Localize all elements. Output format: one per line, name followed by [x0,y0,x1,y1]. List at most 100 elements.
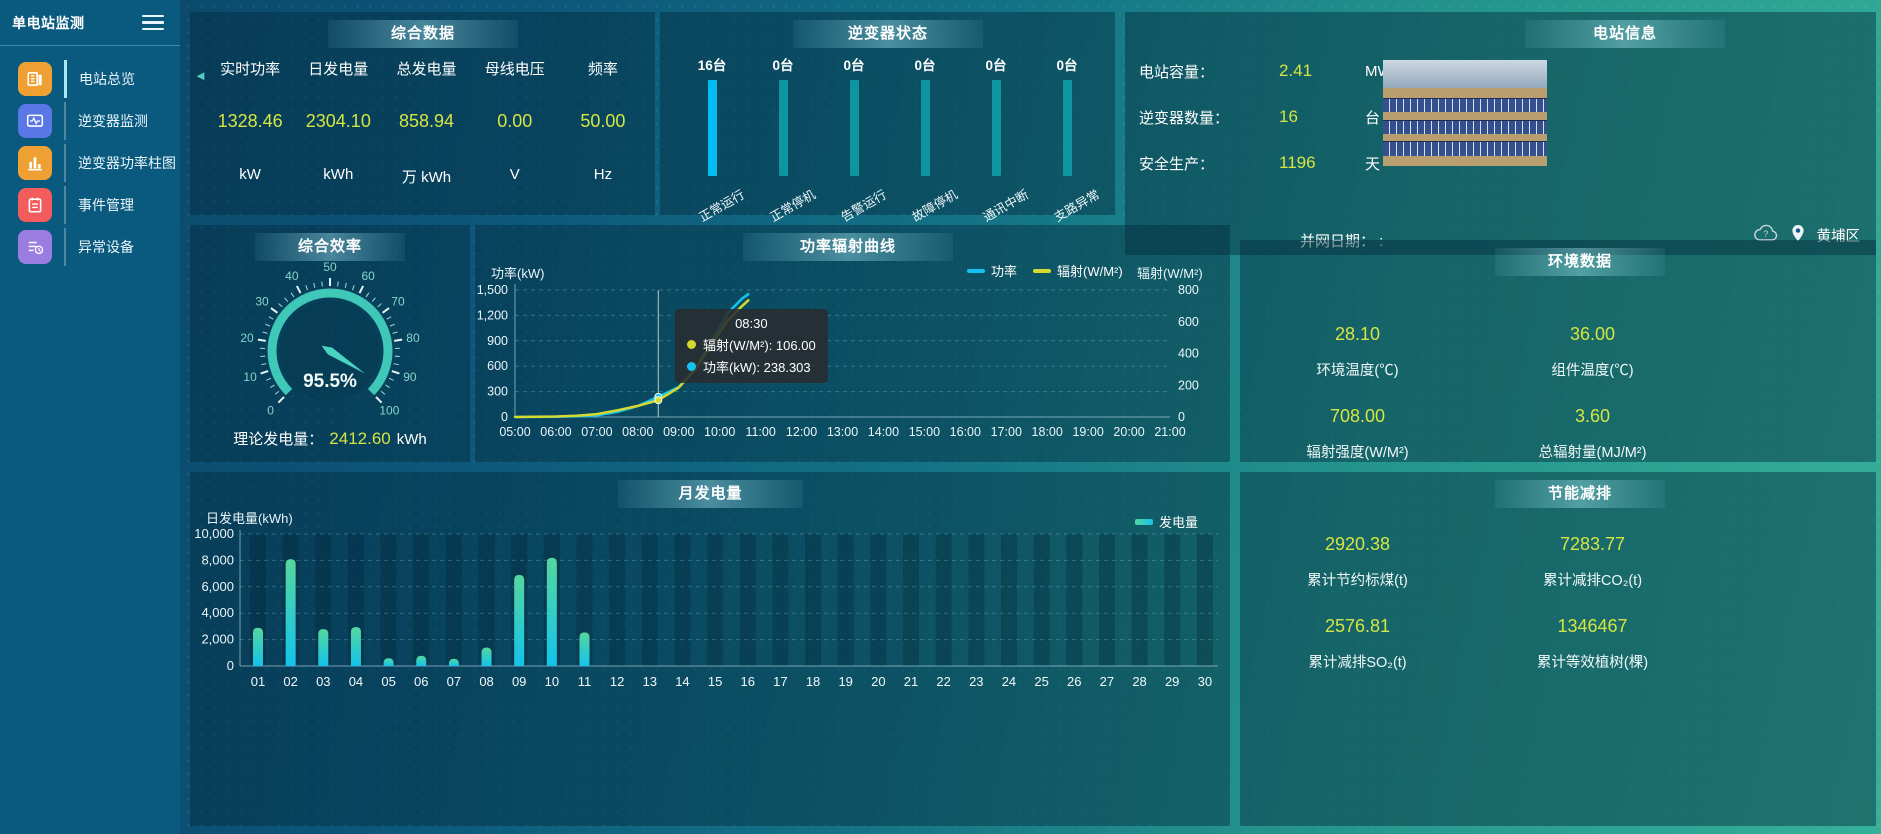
svg-text:04: 04 [349,674,363,689]
station-photo [1383,60,1547,166]
stat-label: 累计等效植树(棵) [1536,655,1649,671]
svg-text:0: 0 [1178,410,1185,424]
sidebar-item-label: 异常设备 [78,239,134,255]
theory-value: 2412.60 [329,429,391,448]
svg-text:10:00: 10:00 [704,425,735,439]
svg-text:?: ? [1763,229,1768,239]
sidebar-header: 单电站监测 [0,0,180,46]
station-info-unit: 天 [1365,155,1381,173]
stat-label: 累计减排SO₂(t) [1308,655,1407,671]
inverter-status-item[interactable]: 0台 支路异常 [1035,54,1102,225]
summary-metric: 母线电压 0.00 V [471,58,559,187]
metric-value: 50.00 [580,111,626,131]
svg-text:20: 20 [240,331,254,345]
power-radiation-chart[interactable]: 0 300 600 900 1,200 1,500 0 200 400 600 800 05:00 06… [475,277,1230,457]
summary-metrics: 实时功率 1328.46 kW 日发电量 2304.10 kWh 总发电量 858.94 万 k… [190,12,655,187]
panel-title: 环境数据 [1495,248,1665,276]
svg-text:09: 09 [512,674,526,689]
inverter-bar [707,80,717,176]
stat-label: 辐射强度(W/M²) [1306,445,1409,461]
inverter-status-item[interactable]: 0台告警运行 [822,54,889,225]
curve-legend: 功率 辐射(W/M²) [967,261,1123,280]
menu-item-indicator [64,186,66,224]
energy-saving-panel: 节能减排 2920.38 累计节约标煤(t) 7283.77 累计减排CO₂(t) 25… [1240,472,1876,826]
tooltip-row: 功率(kW): 238.303 [687,357,816,376]
panel-title: 电站信息 [1525,20,1725,48]
svg-text:17: 17 [773,674,787,689]
svg-text:22: 22 [936,674,950,689]
legend-item-power[interactable]: 功率 [967,261,1017,280]
inverter-status-item[interactable]: 0台 正常停机 [751,54,818,225]
svg-text:28: 28 [1132,674,1146,689]
inverter-label-wrap: 通讯中断 [964,176,1031,224]
panel-title: 节能减排 [1495,480,1665,508]
inverter-status-item[interactable]: 0台 故障停机 [893,54,960,225]
panel-title: 月发电量 [618,480,803,508]
metric-unit: kWh [323,166,354,183]
svg-text:10,000: 10,000 [194,526,234,541]
efficiency-gauge[interactable]: 0 10 20 30 40 50 60 70 80 90 100 95.5% [190,259,470,427]
svg-text:13: 13 [643,674,657,689]
menu-toggle-icon[interactable] [142,11,164,35]
inverter-status-item[interactable]: 16台 正常运行 [680,54,747,225]
saving-cell: 2576.81 累计减排SO₂(t) [1240,616,1475,672]
inverter-status-item[interactable]: 0台 通讯中断 [964,54,1031,225]
svg-text:19:00: 19:00 [1072,425,1103,439]
metric-label: 日发电量 [308,61,369,78]
svg-text:60: 60 [361,269,375,283]
svg-text:03: 03 [316,674,330,689]
sidebar-item[interactable]: 异常设备 [18,228,180,266]
station-info-unit: 台 [1365,109,1381,127]
sidebar-item[interactable]: 电站总览 [18,60,180,98]
legend-item-generation[interactable]: 发电量 [1135,512,1198,531]
sidebar-item[interactable]: 事件管理 [18,186,180,224]
tooltip-text: 辐射(W/M²): 106.00 [703,338,816,353]
monthly-generation-chart[interactable]: 0 2,000 4,000 6,000 8,000 10,000 01 02 03 04 05 06 0… [190,524,1230,714]
environment-cell: 708.00 辐射强度(W/M²) [1240,406,1475,462]
inverter-bar [991,80,1001,176]
svg-text:600: 600 [487,359,508,373]
inverter-status-label: 支路异常 [1051,187,1102,225]
metric-unit: V [509,166,520,183]
svg-text:10: 10 [545,674,559,689]
event-manage-icon [18,188,52,222]
panel-title: 综合效率 [255,233,405,261]
bar-legend: 发电量 [1135,512,1198,531]
saving-grid: 2920.38 累计节约标煤(t) 7283.77 累计减排CO₂(t) 2576.81… [1240,534,1710,672]
station-info-panel: 电站信息 电站容量： 2.41 MW 逆变器数量： 16 台安全生产： 1196 天 并网日期… [1125,12,1876,255]
svg-text:12: 12 [610,674,624,689]
summary-panel: 综合数据 ◄ 实时功率 1328.46 kW 日发电量 2304.10 kWh 总发电量 85… [190,12,655,215]
stat-label: 环境温度(℃) [1316,363,1399,379]
panel-title: 功率辐射曲线 [743,233,953,261]
svg-text:25: 25 [1034,674,1048,689]
stat-label: 总辐射量(MJ/M²) [1538,445,1647,461]
inverter-status-label: 告警运行 [838,187,889,225]
menu-item-indicator [64,60,67,98]
svg-text:13:00: 13:00 [827,425,858,439]
inverter-status-bars[interactable]: 16台 正常运行 0台 正常停机 0台 告警运行 0台 故障停机 0台 通讯中断 0台 支路异常 [660,12,1115,225]
svg-text:18:00: 18:00 [1032,425,1063,439]
inverter-count: 0台 [843,58,865,73]
metric-label: 母线电压 [484,61,545,78]
svg-text:20:00: 20:00 [1113,425,1144,439]
svg-text:30: 30 [1198,674,1212,689]
tooltip-time: 08:30 [735,316,768,331]
svg-text:0: 0 [227,658,234,673]
metric-label: 总发电量 [396,61,457,78]
svg-text:23: 23 [969,674,983,689]
svg-text:05: 05 [381,674,395,689]
collapse-panel-icon[interactable]: ◄ [194,68,207,83]
inverter-power-bars-icon [18,146,52,180]
svg-text:0: 0 [501,410,508,424]
weather-cloud-icon: ? [1753,224,1779,247]
legend-item-radiation[interactable]: 辐射(W/M²) [1033,261,1123,280]
sidebar-item[interactable]: 逆变器监测 [18,102,180,140]
summary-metric: 实时功率 1328.46 kW [206,58,294,187]
sidebar-item[interactable]: 逆变器功率柱图 [18,144,180,182]
svg-text:14:00: 14:00 [868,425,899,439]
svg-text:200: 200 [1178,378,1199,392]
stat-value: 28.10 [1334,324,1381,344]
saving-cell: 2920.38 累计节约标煤(t) [1240,534,1475,590]
station-info-value: 2.41 [1279,61,1313,80]
